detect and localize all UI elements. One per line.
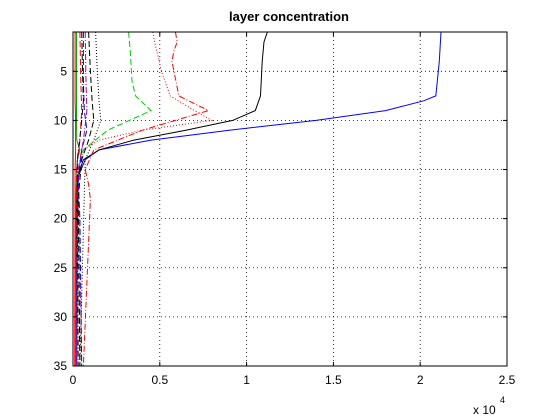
series-line-8 — [77, 32, 88, 367]
x-tick-label: 0 — [70, 373, 77, 387]
axis-ticks — [72, 32, 508, 367]
series-line-5 — [77, 31, 152, 367]
series-line-6 — [82, 31, 210, 367]
y-tick-label: 35 — [54, 359, 68, 373]
y-tick-labels: 5 10 15 20 25 30 35 — [54, 64, 68, 373]
y-tick-label: 15 — [54, 163, 68, 177]
x-axis-multiplier-exponent: 4 — [500, 395, 505, 405]
x-axis-multiplier: x 10 — [473, 403, 496, 417]
data-series-group — [74, 31, 442, 367]
series-line-1 — [76, 31, 442, 367]
series-line-10 — [79, 31, 102, 367]
chart-title: layer concentration — [229, 9, 349, 24]
series-line-13 — [76, 31, 84, 367]
series-line-4 — [74, 32, 77, 367]
x-tick-label: 0.5 — [151, 373, 168, 387]
x-tick-label: 1.5 — [325, 373, 342, 387]
series-line-9 — [77, 31, 95, 367]
y-tick-label: 5 — [60, 64, 67, 78]
grid-lines — [73, 32, 507, 366]
y-tick-label: 30 — [54, 310, 68, 324]
x-tick-label: 1 — [243, 373, 250, 387]
y-tick-label: 20 — [54, 212, 68, 226]
x-tick-label: 2 — [417, 373, 424, 387]
y-tick-label: 25 — [54, 261, 68, 275]
y-tick-label: 10 — [54, 113, 68, 127]
x-tick-labels: 0 0.5 1 1.5 2 2.5 — [70, 373, 516, 387]
x-tick-label: 2.5 — [499, 373, 516, 387]
axes-box — [72, 31, 508, 367]
